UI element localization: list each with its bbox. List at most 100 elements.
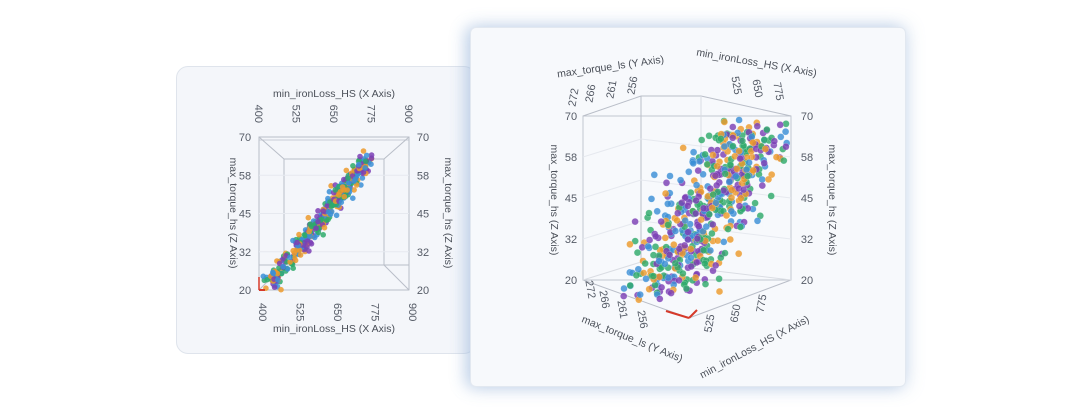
data-point	[713, 146, 722, 154]
data-point	[749, 139, 757, 147]
y-tick-top: 261	[605, 79, 620, 99]
data-point	[328, 183, 334, 189]
data-point	[360, 169, 367, 175]
left-chart-panel: min_ironLoss_HS (X Axis) min_ironLoss_HS…	[176, 66, 476, 354]
data-point	[666, 172, 674, 180]
z-axis-label-right-right: max_torque_hs (Z Axis)	[826, 145, 838, 256]
data-point	[661, 189, 670, 198]
data-point	[332, 187, 339, 193]
data-point	[764, 175, 773, 184]
data-point	[684, 202, 692, 210]
data-point	[673, 216, 681, 225]
data-point	[313, 225, 319, 231]
z-tick-right: 20	[801, 275, 813, 287]
data-point	[647, 195, 656, 203]
data-point	[691, 274, 700, 282]
x-tick-top: 650	[749, 78, 764, 98]
data-point	[729, 142, 737, 150]
z-tick-right: 58	[801, 152, 813, 164]
data-point	[306, 228, 312, 235]
data-point	[768, 170, 776, 179]
z-tick-right: 20	[417, 285, 429, 297]
data-point	[297, 252, 304, 258]
right-points-group	[620, 116, 791, 304]
data-point	[655, 257, 663, 265]
data-point	[772, 153, 781, 161]
data-point	[645, 209, 653, 217]
data-point	[642, 275, 650, 283]
data-point	[344, 187, 350, 193]
data-point	[350, 195, 356, 201]
data-point	[701, 280, 710, 288]
x-tick-bottom: 650	[729, 303, 744, 323]
data-point	[351, 187, 357, 193]
data-point	[720, 238, 728, 246]
x-tick-top: 525	[290, 105, 302, 123]
data-point	[692, 181, 701, 189]
data-point	[315, 229, 322, 236]
data-point	[777, 133, 785, 141]
data-point	[724, 225, 732, 233]
data-point	[687, 245, 695, 253]
z-tick-right: 45	[417, 209, 429, 221]
data-point	[665, 251, 674, 259]
data-point	[733, 165, 741, 173]
data-point	[306, 248, 312, 254]
data-point	[287, 254, 293, 261]
data-point	[362, 165, 368, 171]
data-point	[631, 237, 639, 245]
x-tick-bottom: 525	[703, 313, 718, 333]
data-point	[652, 232, 660, 240]
data-point	[656, 295, 664, 303]
left-3d-scatter[interactable]: min_ironLoss_HS (X Axis) min_ironLoss_HS…	[177, 67, 477, 355]
data-point	[721, 170, 729, 178]
y-axis-label-bottom-right: max_torque_ls (Y Axis)	[580, 313, 684, 365]
z-tick-left: 32	[239, 247, 251, 259]
data-point	[678, 199, 686, 207]
data-point	[684, 235, 692, 244]
y-tick-top: 266	[584, 83, 599, 103]
data-point	[712, 261, 720, 270]
x-tick-top: 900	[402, 105, 414, 123]
data-point	[315, 208, 321, 214]
grid-line	[582, 138, 642, 158]
data-point	[634, 265, 642, 273]
data-point	[709, 220, 717, 229]
data-point	[358, 182, 364, 188]
z-tick-right: 70	[417, 132, 429, 144]
data-point	[345, 180, 352, 186]
data-point	[705, 210, 713, 218]
data-point	[693, 234, 702, 243]
data-point	[687, 262, 695, 271]
grid-line	[582, 179, 642, 199]
data-point	[720, 118, 729, 126]
data-point	[745, 158, 753, 167]
data-point	[681, 216, 689, 225]
data-point	[360, 148, 367, 154]
data-point	[292, 257, 299, 264]
right-3d-scatter[interactable]: min_ironLoss_HS (X Axis) max_torque_ls (…	[471, 28, 907, 388]
data-point	[324, 203, 330, 209]
data-point	[676, 176, 685, 184]
data-point	[631, 217, 639, 226]
x-tick-bottom: 525	[294, 303, 306, 321]
data-point	[633, 248, 642, 257]
right-chart-panel: min_ironLoss_HS (X Axis) max_torque_ls (…	[470, 27, 906, 387]
data-point	[632, 271, 641, 279]
data-point	[359, 175, 366, 181]
data-point	[357, 153, 363, 160]
data-point	[270, 269, 276, 276]
data-point	[712, 199, 720, 207]
data-point	[653, 207, 661, 215]
data-point	[650, 171, 658, 179]
data-point	[776, 121, 784, 129]
z-tick-right: 70	[801, 111, 813, 123]
data-point	[645, 285, 653, 293]
data-point	[689, 159, 697, 168]
data-point	[699, 246, 708, 254]
data-point	[296, 231, 302, 238]
data-point	[338, 199, 345, 206]
x-axis-label-top-right: min_ironLoss_HS (X Axis)	[695, 47, 817, 80]
data-point	[727, 194, 736, 202]
x-tick-top: 525	[728, 75, 743, 95]
